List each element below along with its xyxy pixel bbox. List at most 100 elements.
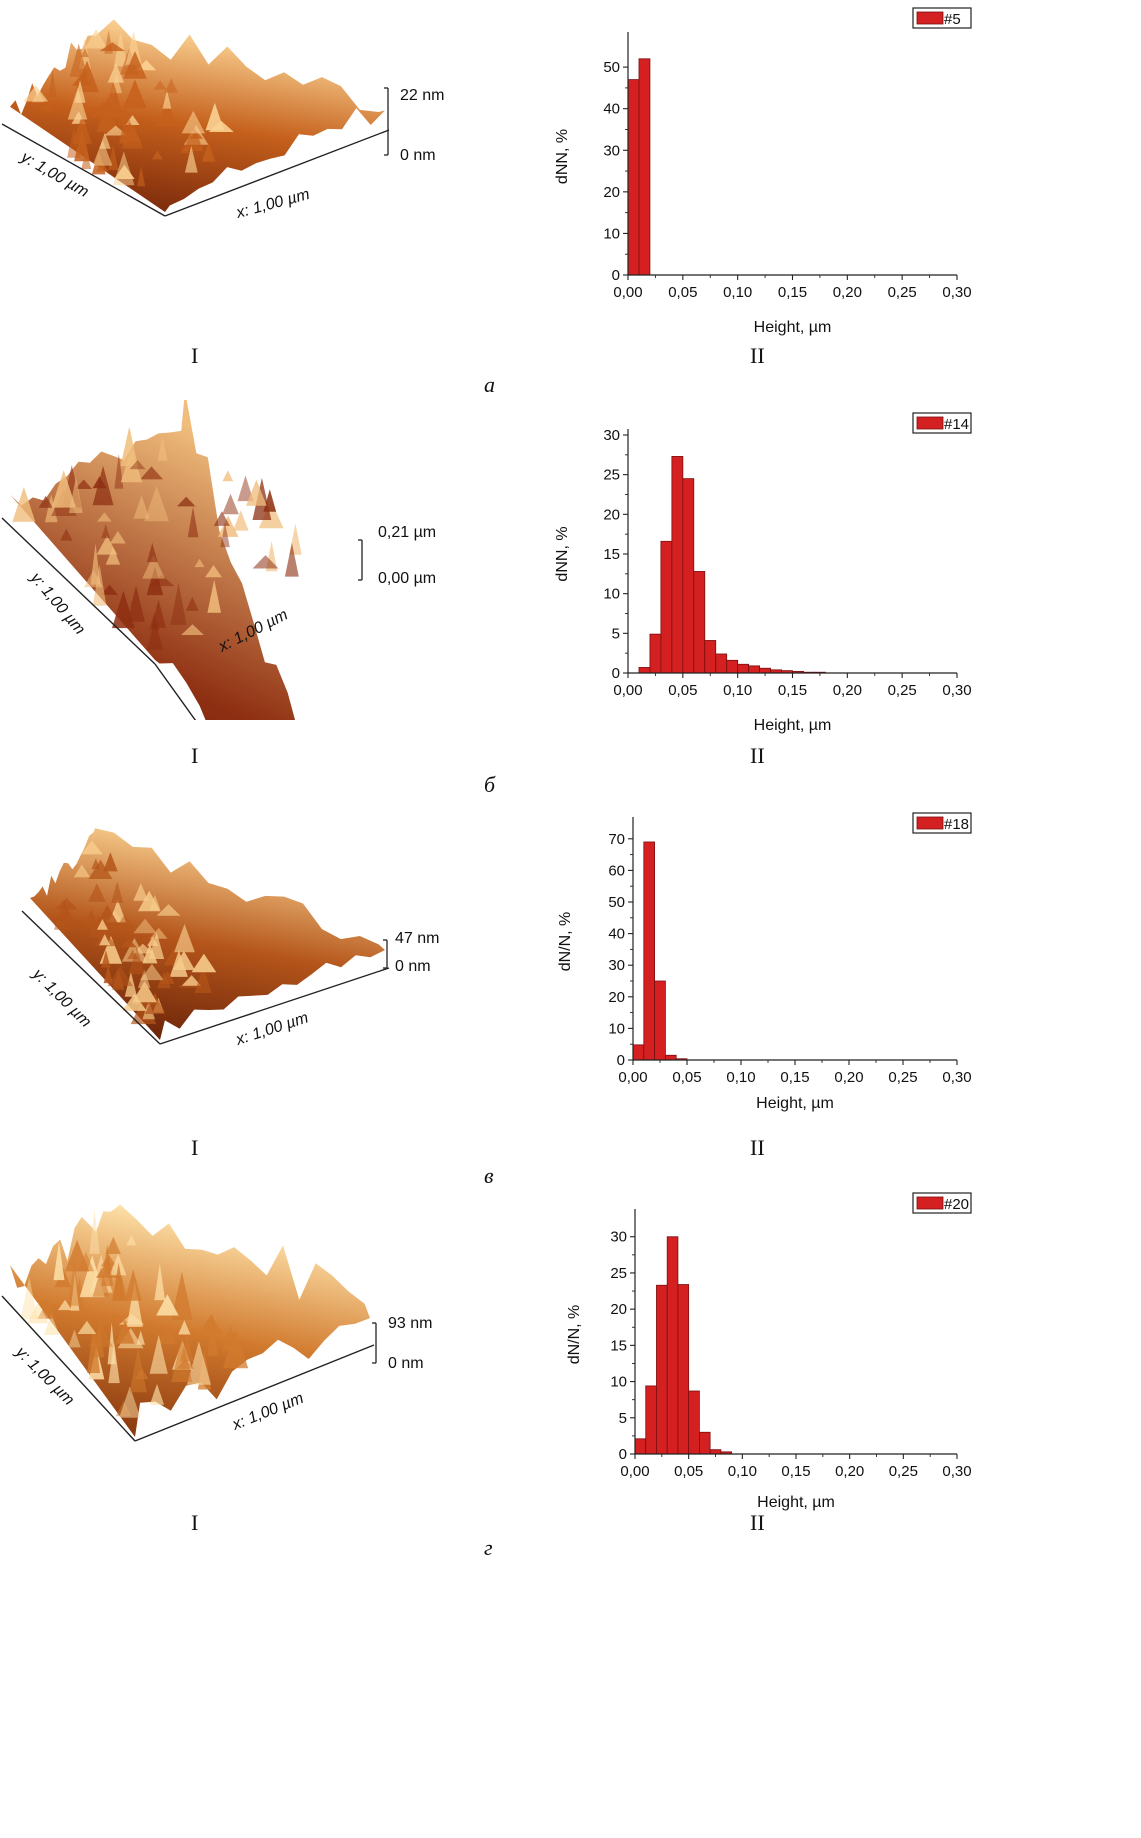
afm-peak xyxy=(164,78,178,93)
afm-peak xyxy=(109,1253,127,1276)
panel-letter: а xyxy=(484,372,495,397)
y-tick-label: 70 xyxy=(608,831,625,848)
panel-letter: б xyxy=(484,772,496,797)
afm-y-label: y: 1,00 µm xyxy=(26,569,88,638)
afm-peak xyxy=(183,122,204,151)
afm-peak xyxy=(123,51,147,79)
afm-peak xyxy=(142,554,165,579)
afm-peak xyxy=(207,579,221,613)
afm-peak xyxy=(142,943,158,964)
afm-peak xyxy=(171,1337,193,1382)
x-tick-label: 0,25 xyxy=(888,1069,917,1086)
x-tick-label: 0,20 xyxy=(833,682,862,699)
legend: #5 xyxy=(912,7,972,29)
afm-peak xyxy=(84,29,108,49)
panel-letter: г xyxy=(484,1535,493,1560)
afm-peak xyxy=(176,1358,195,1369)
afm-peak xyxy=(104,29,113,54)
afm-surface-image: 47 nm0 nmx: 1,00 µmy: 1,00 µm xyxy=(21,828,439,1049)
afm-peak xyxy=(157,436,168,461)
y-tick-label: 20 xyxy=(603,506,620,523)
afm-peak xyxy=(73,864,91,878)
afm-peak xyxy=(89,1324,113,1347)
histogram-bar xyxy=(677,1284,690,1455)
afm-peak xyxy=(99,42,126,52)
height-histogram: 0 5 10 15 20 25 30 0,00 0,05 0,10 0,15 0,20 0,25 0,30… xyxy=(554,412,972,734)
afm-peak xyxy=(60,528,73,541)
y-tick-label: 30 xyxy=(610,1229,627,1246)
afm-peak xyxy=(102,1312,129,1323)
figure-panel: 22 nm 0 nm x: 1,00 µm y: 1,00 µm 0 10 20 30 40 50… xyxy=(0,0,1141,400)
y-tick-label: 20 xyxy=(603,184,620,201)
x-tick-label: 0,15 xyxy=(780,1069,809,1086)
afm-peak xyxy=(125,31,142,65)
x-tick-label: 0,15 xyxy=(778,682,807,699)
afm-peak xyxy=(67,87,88,120)
histogram-bar xyxy=(759,667,771,674)
afm-peak xyxy=(38,495,53,508)
afm-peak xyxy=(133,883,149,901)
y-tick-label: 5 xyxy=(612,625,620,642)
x-tick-label: 0,00 xyxy=(613,682,642,699)
caption-left: I xyxy=(191,1510,199,1535)
figure-panel: 93 nm 0 nm x: 1,00 µm y: 1,00 µm 0 5 10 15 20 25 3… xyxy=(0,1175,1141,1838)
x-tick-label: 0,25 xyxy=(888,284,917,301)
afm-peak xyxy=(103,965,113,984)
afm-peak xyxy=(157,1325,178,1344)
afm-peak xyxy=(53,1241,65,1281)
afm-peak xyxy=(135,1368,149,1379)
afm-peak xyxy=(42,101,56,112)
legend: #18 xyxy=(912,812,972,834)
afm-peak xyxy=(148,574,175,587)
afm-peak xyxy=(138,890,161,912)
afm-peak xyxy=(12,486,36,522)
afm-peak xyxy=(213,511,230,526)
afm-peak xyxy=(87,1324,101,1373)
afm-y-axis-line xyxy=(1,123,166,217)
afm-peak xyxy=(107,63,125,83)
afm-peak xyxy=(162,89,172,109)
x-tick-label: 0,05 xyxy=(674,1463,703,1480)
afm-peak xyxy=(126,1235,137,1246)
histogram-bar xyxy=(748,665,761,674)
afm-peak xyxy=(75,479,93,489)
y-tick-label: 40 xyxy=(608,926,625,943)
afm-peak xyxy=(184,145,198,173)
afm-peak xyxy=(132,981,157,1003)
afm-peak xyxy=(92,1267,110,1297)
afm-peak xyxy=(89,1209,100,1254)
afm-peak xyxy=(125,115,140,125)
y-tick-label: 0 xyxy=(612,267,620,284)
afm-peak xyxy=(217,515,239,537)
y-axis-label: dNN, % xyxy=(554,129,571,184)
afm-peak xyxy=(69,43,88,77)
legend-swatch xyxy=(916,816,944,830)
y-tick-label: 10 xyxy=(608,1020,625,1037)
histogram-bar xyxy=(726,659,739,674)
afm-peak xyxy=(114,453,124,489)
afm-peak xyxy=(68,1256,80,1306)
y-axis-label: dNN, % xyxy=(554,526,571,581)
afm-peak xyxy=(77,1320,97,1334)
afm-peak xyxy=(72,115,92,144)
histogram-bar xyxy=(632,1044,645,1061)
afm-peak xyxy=(191,953,217,973)
histogram-bar xyxy=(638,667,651,674)
y-tick-label: 30 xyxy=(603,142,620,159)
histogram-bar xyxy=(715,653,728,674)
x-tick-label: 0,05 xyxy=(672,1069,701,1086)
afm-peak xyxy=(101,1244,114,1287)
x-tick-label: 0,15 xyxy=(781,1463,810,1480)
afm-peak xyxy=(133,918,157,934)
histogram-bar xyxy=(666,1236,679,1455)
afm-peak xyxy=(114,914,135,929)
x-tick-label: 0,30 xyxy=(942,682,971,699)
y-tick-label: 10 xyxy=(603,586,620,603)
caption-right: II xyxy=(750,343,765,368)
figure-panel: 47 nm 0 nm x: 1,00 µm y: 1,00 µm 0 10 20 30 40 50… xyxy=(0,790,1141,1188)
afm-peak xyxy=(118,122,142,142)
y-tick-label: 10 xyxy=(610,1374,627,1391)
afm-peak xyxy=(176,496,196,507)
afm-peak xyxy=(95,904,120,926)
afm-peak xyxy=(101,584,118,595)
